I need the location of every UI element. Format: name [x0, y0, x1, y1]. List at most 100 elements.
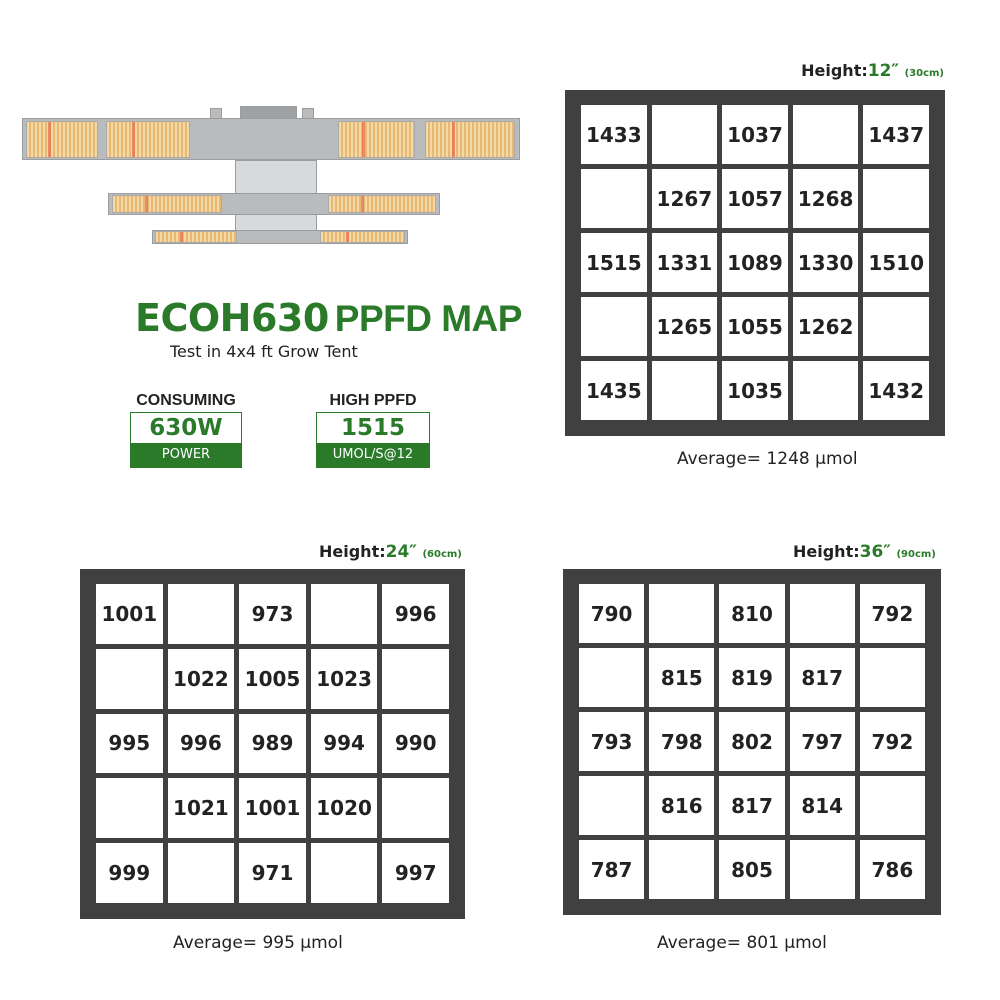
- stat-power: CONSUMING 630W POWER: [130, 392, 242, 468]
- ppfd-cell: [96, 648, 163, 709]
- ppfd-cell: 1510: [863, 233, 929, 292]
- led-panel: [425, 121, 515, 158]
- ppfd-cell: 1262: [792, 297, 859, 356]
- ppfd-cell: [579, 648, 645, 707]
- ppfd-cell: 1020: [310, 778, 378, 839]
- ppfd-cell: 786: [859, 840, 925, 899]
- ppfd-cell: [792, 105, 859, 164]
- average-24in: Average= 995 μmol: [173, 933, 343, 953]
- ppfd-cell: 1021: [167, 778, 235, 839]
- ppfd-cell: 1023: [310, 648, 378, 709]
- led-panel: [26, 121, 98, 158]
- ppfd-cell: [167, 584, 235, 644]
- stat-label: HIGH PPFD: [329, 392, 417, 409]
- ppfd-cell: 996: [167, 713, 235, 774]
- ppfd-cell: [859, 648, 925, 707]
- title-suffix: PPFD MAP: [334, 298, 523, 339]
- ppfd-cell: 816: [649, 776, 715, 835]
- ppfd-cell: 999: [96, 843, 163, 903]
- ppfd-cell: 805: [719, 840, 785, 899]
- ppfd-cell: 1432: [863, 361, 929, 420]
- ppfd-cell: [863, 297, 929, 356]
- ppfd-cell: [863, 169, 929, 228]
- ppfd-cell: 814: [789, 776, 855, 835]
- ppfd-cell: 1265: [651, 297, 718, 356]
- ppfd-cell: [581, 169, 647, 228]
- ppfd-cell: [792, 361, 859, 420]
- stat-value: 630W: [149, 415, 223, 441]
- ppfd-cell: 990: [382, 713, 449, 774]
- ppfd-cell: [789, 840, 855, 899]
- height-label-36: Height:36″ (90cm): [793, 542, 936, 562]
- ppfd-cell: [310, 584, 378, 644]
- ppfd-cell: [651, 105, 718, 164]
- ppfd-cell: 996: [382, 584, 449, 644]
- ppfd-cell: [579, 776, 645, 835]
- ppfd-cell: 1433: [581, 105, 647, 164]
- ppfd-cell: 1057: [722, 169, 788, 228]
- stat-unit: POWER: [131, 443, 241, 467]
- ppfd-cell: 1001: [96, 584, 163, 644]
- led-panel: [106, 121, 190, 158]
- ppfd-cell: 792: [859, 584, 925, 643]
- ppfd-cell: 810: [719, 584, 785, 643]
- ppfd-cell: 1437: [863, 105, 929, 164]
- ppfd-cell: 1268: [792, 169, 859, 228]
- ppfd-cell: [382, 648, 449, 709]
- height-label-12: Height:12″ (30cm): [801, 61, 944, 81]
- stat-label: CONSUMING: [136, 392, 236, 409]
- ppfd-cell: 1005: [239, 648, 306, 709]
- ppfd-cell: 798: [649, 712, 715, 771]
- ppfd-cell: 1001: [239, 778, 306, 839]
- ppfd-cell: 790: [579, 584, 645, 643]
- ppfd-cell: 792: [859, 712, 925, 771]
- average-36in: Average= 801 μmol: [657, 933, 827, 953]
- ppfd-cell: [382, 778, 449, 839]
- ppfd-cell: 994: [310, 713, 378, 774]
- ppfd-cell: 1022: [167, 648, 235, 709]
- ppfd-cell: [649, 584, 715, 643]
- ppfd-cell: 1055: [722, 297, 788, 356]
- ppfd-cell: 819: [719, 648, 785, 707]
- ppfd-cell: 997: [382, 843, 449, 903]
- ppfd-cell: 1089: [722, 233, 788, 292]
- ppfd-grid-36in: 790 810 792 815 819 817 793 798 802 797 792 816 817 8…: [563, 569, 941, 915]
- ppfd-cell: 802: [719, 712, 785, 771]
- led-panel: [338, 121, 415, 158]
- ppfd-cell: [649, 840, 715, 899]
- ppfd-cell: 1035: [722, 361, 788, 420]
- ppfd-cell: 989: [239, 713, 306, 774]
- ppfd-cell: [651, 361, 718, 420]
- ppfd-cell: [789, 584, 855, 643]
- led-panel: [155, 231, 237, 243]
- ppfd-cell: 1515: [581, 233, 647, 292]
- ppfd-cell: 793: [579, 712, 645, 771]
- ppfd-cell: 1267: [651, 169, 718, 228]
- height-label-24: Height:24″ (60cm): [319, 542, 462, 562]
- stat-ppfd: HIGH PPFD 1515 UMOL/S@12: [316, 392, 430, 468]
- ppfd-cell: 973: [239, 584, 306, 644]
- ppfd-cell: 971: [239, 843, 306, 903]
- led-panel: [320, 231, 405, 243]
- ppfd-cell: 1330: [792, 233, 859, 292]
- ppfd-cell: 797: [789, 712, 855, 771]
- ppfd-cell: 1435: [581, 361, 647, 420]
- ppfd-cell: 787: [579, 840, 645, 899]
- ppfd-cell: 817: [789, 648, 855, 707]
- stat-value: 1515: [340, 415, 405, 441]
- ppfd-cell: [859, 776, 925, 835]
- ppfd-grid-12in: 1433 1037 1437 1267 1057 1268 1515 1331 1089 1330…: [565, 90, 945, 436]
- ppfd-cell: 1331: [651, 233, 718, 292]
- led-panel: [112, 195, 222, 213]
- ppfd-cell: 1037: [722, 105, 788, 164]
- subtitle: Test in 4x4 ft Grow Tent: [170, 342, 358, 361]
- ppfd-cell: 815: [649, 648, 715, 707]
- ppfd-cell: 995: [96, 713, 163, 774]
- led-panel: [328, 195, 436, 213]
- ppfd-cell: [581, 297, 647, 356]
- ppfd-cell: 817: [719, 776, 785, 835]
- ppfd-grid-24in: 1001 973 996 1022 1005 1023 995 996 989 994 990 102…: [80, 569, 465, 919]
- ppfd-cell: [310, 843, 378, 903]
- page-title: ECOH630 PPFD MAP: [135, 296, 522, 340]
- model-name: ECOH630: [135, 296, 329, 340]
